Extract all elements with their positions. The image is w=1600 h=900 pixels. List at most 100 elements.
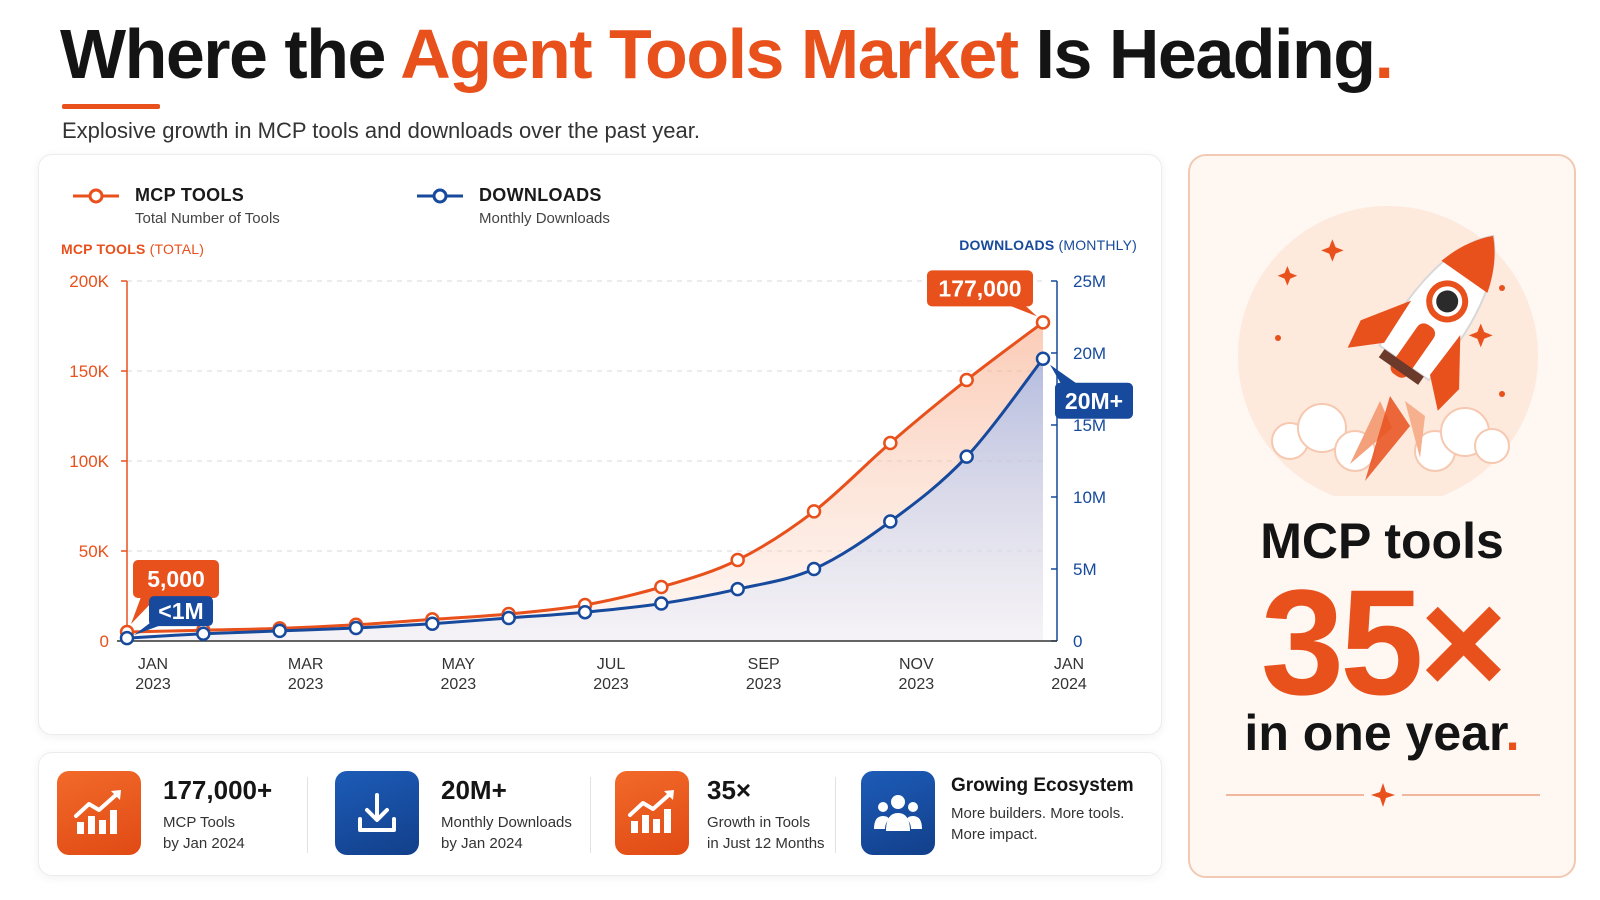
divider-rule bbox=[1226, 794, 1364, 796]
stat-downloads-value: 20M+ bbox=[441, 775, 507, 805]
page-title: Where the Agent Tools Market Is Heading. bbox=[60, 15, 1394, 93]
highlight-line3: in one year. bbox=[1244, 705, 1520, 761]
right-tick-label: 0 bbox=[1073, 632, 1082, 651]
left-tick-label: 150K bbox=[69, 362, 109, 381]
rocket-icon bbox=[1238, 206, 1538, 496]
chart-up-icon bbox=[57, 771, 141, 855]
sparkle-icon bbox=[1371, 783, 1395, 807]
stat-tools-line2: by Jan 2024 bbox=[163, 835, 245, 852]
x-tick-label: JUL bbox=[597, 656, 626, 673]
callout-tools-end-pointer bbox=[1009, 305, 1037, 317]
callout-downloads-end-box bbox=[1055, 382, 1133, 419]
stat-ecosystem: Growing Ecosystem More builders. More to… bbox=[861, 771, 1134, 855]
title-accent: Agent Tools Market bbox=[400, 15, 1019, 93]
stat-growth-value: 35× bbox=[707, 775, 752, 805]
left-tick-label: 200K bbox=[69, 272, 109, 291]
bar-chart-icon bbox=[615, 771, 689, 855]
x-tick-label: 2023 bbox=[899, 676, 935, 693]
callout-downloads-start-text: <1M bbox=[158, 598, 203, 624]
tools-point bbox=[1035, 315, 1051, 330]
right-tick-label: 10M bbox=[1073, 488, 1106, 507]
legend-downloads: DOWNLOADS Monthly Downloads bbox=[415, 185, 610, 227]
downloads-point bbox=[196, 626, 211, 642]
growth-chart: 0 50K 100K 150K 200K 0 5M 10M 15M 20M 25M JAN 2023 MA… bbox=[69, 270, 1133, 693]
download-icon bbox=[335, 771, 419, 855]
stat-growth-line1: Growth in Tools bbox=[707, 814, 811, 831]
downloads-point bbox=[119, 630, 135, 646]
legend-tools-title: MCP TOOLS bbox=[135, 185, 245, 205]
downloads-point bbox=[730, 581, 745, 597]
right-tick-label: 20M bbox=[1073, 344, 1106, 363]
left-tick-label: 100K bbox=[69, 452, 109, 471]
downloads-point bbox=[577, 604, 593, 620]
stat-downloads: 20M+ Monthly Downloads by Jan 2024 bbox=[335, 771, 572, 855]
tools-point bbox=[883, 435, 898, 451]
x-tick-label: JAN bbox=[1054, 656, 1084, 673]
stat-downloads-line2: by Jan 2024 bbox=[441, 835, 523, 852]
left-axis-title: MCP TOOLS (TOTAL) bbox=[61, 241, 205, 257]
callout-tools-start-text: 5,000 bbox=[147, 566, 205, 592]
stats-card: 177,000+ MCP Tools by Jan 2024 20M+ Month… bbox=[38, 752, 1162, 876]
tools-point bbox=[730, 552, 745, 568]
downloads-point bbox=[654, 596, 669, 611]
chart-card: 0 50K 100K 150K 200K 0 5M 10M 15M 20M 25M JAN 2023 MA… bbox=[38, 154, 1162, 735]
callout-downloads-end-pointer bbox=[1050, 364, 1077, 384]
x-tick-label: JAN bbox=[138, 656, 168, 673]
highlight-line1: MCP tools bbox=[1260, 513, 1504, 569]
tools-point bbox=[959, 372, 974, 388]
stat-growth-line2: in Just 12 Months bbox=[707, 835, 825, 852]
downloads-point bbox=[272, 623, 287, 639]
blue-line-swatch-icon bbox=[417, 188, 463, 204]
tools-point bbox=[654, 579, 669, 595]
stat-tools-value: 177,000+ bbox=[163, 775, 273, 805]
stat-growth: 35× Growth in Tools in Just 12 Months bbox=[615, 771, 825, 855]
x-tick-label: 2023 bbox=[593, 676, 629, 693]
callout-downloads-start: <1M bbox=[134, 596, 213, 636]
downloads-point bbox=[883, 514, 898, 529]
stat-tools: 177,000+ MCP Tools by Jan 2024 bbox=[57, 771, 272, 855]
orange-line-swatch-icon bbox=[73, 188, 119, 204]
callout-downloads-end: 20M+ bbox=[1050, 364, 1133, 419]
x-tick-label: SEP bbox=[748, 656, 780, 673]
highlight-card: MCP tools 35× in one year. bbox=[1188, 154, 1576, 878]
x-tick-label: 2023 bbox=[746, 676, 782, 693]
page-subtitle: Explosive growth in MCP tools and downlo… bbox=[62, 118, 700, 143]
right-tick-label: 25M bbox=[1073, 272, 1106, 291]
downloads-point bbox=[501, 610, 516, 626]
downloads-point bbox=[425, 616, 440, 631]
stat-ecosystem-value: Growing Ecosystem bbox=[951, 775, 1134, 796]
downloads-point bbox=[806, 561, 822, 577]
downloads-point bbox=[1035, 351, 1051, 367]
right-tick-label: 5M bbox=[1073, 560, 1097, 579]
callout-downloads-start-pointer bbox=[134, 622, 161, 636]
tools-area bbox=[127, 322, 1043, 641]
callout-downloads-start-box bbox=[149, 596, 213, 627]
legend-tools-sub: Total Number of Tools bbox=[135, 210, 280, 227]
stat-ecosystem-line2: More impact. bbox=[951, 826, 1038, 843]
downloads-point bbox=[959, 449, 974, 464]
callout-tools-end-text: 177,000 bbox=[938, 275, 1021, 301]
x-tick-label: 2023 bbox=[441, 676, 477, 693]
callout-tools-start-box bbox=[133, 560, 219, 598]
x-tick-label: MAY bbox=[442, 656, 476, 673]
tools-point bbox=[806, 504, 822, 519]
left-tick-label: 0 bbox=[100, 632, 109, 651]
stat-divider bbox=[835, 777, 836, 853]
callout-tools-end-box bbox=[927, 270, 1033, 307]
callout-tools-end: 177,000 bbox=[927, 270, 1037, 317]
stat-divider bbox=[307, 777, 308, 853]
x-tick-label: MAR bbox=[288, 656, 324, 673]
callout-downloads-end-text: 20M+ bbox=[1065, 388, 1123, 414]
legend-downloads-sub: Monthly Downloads bbox=[479, 210, 610, 227]
x-tick-label: 2023 bbox=[288, 676, 324, 693]
x-tick-label: NOV bbox=[899, 656, 934, 673]
legend-downloads-title: DOWNLOADS bbox=[479, 185, 602, 205]
stat-divider bbox=[590, 777, 591, 853]
title-underline bbox=[62, 104, 160, 109]
x-tick-label: 2023 bbox=[135, 676, 171, 693]
highlight-multiplier: 35× bbox=[1260, 558, 1507, 726]
stat-ecosystem-line1: More builders. More tools. bbox=[951, 805, 1125, 822]
divider-rule bbox=[1402, 794, 1540, 796]
legend-mcp-tools: MCP TOOLS Total Number of Tools bbox=[71, 185, 280, 227]
right-axis-title: DOWNLOADS (MONTHLY) bbox=[959, 237, 1137, 253]
